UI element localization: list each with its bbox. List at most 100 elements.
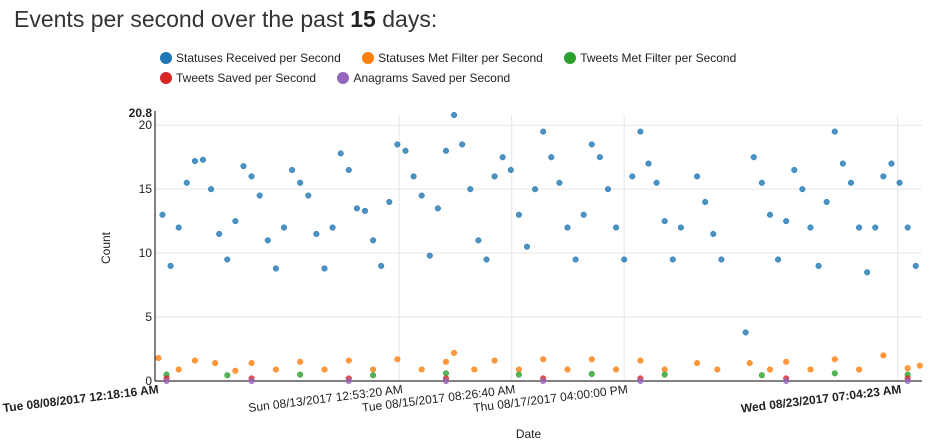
data-point bbox=[345, 377, 352, 385]
y-max-label: 20.8 bbox=[129, 106, 153, 120]
data-point bbox=[280, 224, 288, 231]
data-point bbox=[321, 265, 328, 272]
data-point bbox=[155, 354, 162, 362]
data-point bbox=[540, 377, 547, 385]
data-point bbox=[815, 262, 822, 269]
data-point bbox=[783, 358, 790, 365]
data-point bbox=[240, 163, 247, 170]
legend-label: Tweets Saved per Second bbox=[176, 71, 317, 85]
x-tick-label: Tue 08/08/2017 12:18:16 AM bbox=[2, 382, 159, 415]
x-tick-label: Wed 08/23/2017 07:04:23 AM bbox=[740, 382, 902, 416]
data-point bbox=[329, 224, 336, 231]
legend-item-statuses-met-filter[interactable]: Statuses Met Filter per Second bbox=[362, 48, 543, 68]
data-point bbox=[856, 224, 863, 231]
data-point bbox=[248, 377, 255, 385]
data-point bbox=[175, 224, 182, 231]
data-point bbox=[766, 211, 774, 218]
data-point bbox=[442, 147, 450, 154]
data-point bbox=[471, 366, 478, 373]
data-point bbox=[637, 128, 644, 135]
legend-label: Statuses Met Filter per Second bbox=[378, 51, 543, 65]
data-point bbox=[572, 256, 579, 263]
legend-item-tweets-met-filter[interactable]: Tweets Met Filter per Second bbox=[564, 48, 736, 68]
chart-legend: Statuses Received per Second Statuses Me… bbox=[160, 48, 920, 88]
data-point bbox=[758, 372, 765, 379]
data-point bbox=[483, 256, 490, 263]
legend-swatch bbox=[160, 72, 172, 84]
data-point bbox=[191, 357, 198, 364]
y-tick-label: 15 bbox=[139, 182, 153, 196]
data-point bbox=[694, 360, 701, 367]
data-point bbox=[629, 173, 636, 180]
legend-swatch bbox=[362, 52, 375, 64]
data-point bbox=[378, 262, 385, 269]
data-point bbox=[588, 356, 595, 363]
legend-label: Tweets Met Filter per Second bbox=[580, 51, 737, 65]
data-point bbox=[507, 166, 514, 174]
data-point bbox=[515, 371, 522, 378]
data-point bbox=[823, 198, 830, 206]
data-point bbox=[669, 256, 676, 263]
data-point bbox=[661, 371, 668, 378]
data-point bbox=[451, 111, 458, 119]
data-point bbox=[653, 179, 660, 186]
data-point bbox=[750, 154, 757, 161]
data-point bbox=[564, 224, 571, 231]
legend-item-tweets-saved[interactable]: Tweets Saved per Second bbox=[160, 68, 316, 88]
data-point bbox=[394, 141, 401, 148]
data-point bbox=[467, 186, 474, 193]
data-point bbox=[580, 211, 587, 218]
data-point bbox=[224, 256, 231, 263]
legend-label: Anagrams Saved per Second bbox=[353, 71, 511, 85]
data-point bbox=[904, 224, 911, 231]
page-title: Events per second over the past 15 days: bbox=[14, 6, 437, 33]
data-point bbox=[532, 186, 539, 193]
data-point bbox=[232, 218, 239, 225]
y-tick-label: 0 bbox=[145, 374, 152, 388]
data-point bbox=[604, 186, 612, 193]
data-point bbox=[916, 362, 923, 369]
data-point bbox=[459, 141, 466, 148]
data-point bbox=[702, 198, 709, 206]
data-point bbox=[475, 237, 482, 244]
data-point bbox=[847, 179, 855, 186]
data-point bbox=[297, 179, 304, 186]
data-point bbox=[199, 156, 207, 163]
data-point bbox=[167, 262, 174, 269]
data-point bbox=[442, 377, 450, 385]
title-suffix: days: bbox=[375, 6, 438, 32]
data-point bbox=[386, 198, 393, 206]
data-point bbox=[888, 160, 895, 167]
data-point bbox=[912, 262, 919, 269]
data-point bbox=[791, 166, 798, 174]
legend-item-statuses-received[interactable]: Statuses Received per Second bbox=[160, 48, 341, 68]
data-point bbox=[564, 366, 571, 373]
data-point bbox=[313, 230, 320, 237]
data-point bbox=[515, 211, 522, 218]
data-point bbox=[613, 224, 620, 231]
legend-item-anagrams-saved[interactable]: Anagrams Saved per Second bbox=[337, 68, 510, 88]
data-point bbox=[297, 371, 304, 378]
data-point bbox=[694, 173, 701, 180]
data-point bbox=[297, 358, 304, 365]
data-point bbox=[289, 166, 296, 174]
legend-swatch bbox=[564, 52, 577, 64]
data-point bbox=[499, 154, 506, 161]
data-point bbox=[232, 367, 239, 374]
data-point bbox=[523, 243, 531, 250]
data-point bbox=[783, 218, 790, 225]
data-point bbox=[175, 366, 182, 373]
data-point bbox=[353, 205, 360, 212]
data-point bbox=[491, 173, 498, 180]
data-point bbox=[515, 366, 522, 373]
data-point bbox=[491, 357, 498, 364]
data-point bbox=[645, 160, 652, 167]
data-point bbox=[540, 356, 547, 363]
data-point bbox=[880, 173, 887, 180]
data-point bbox=[370, 372, 377, 379]
data-point bbox=[637, 357, 644, 364]
data-point bbox=[783, 377, 790, 385]
data-point bbox=[613, 366, 620, 373]
data-point bbox=[742, 329, 749, 336]
